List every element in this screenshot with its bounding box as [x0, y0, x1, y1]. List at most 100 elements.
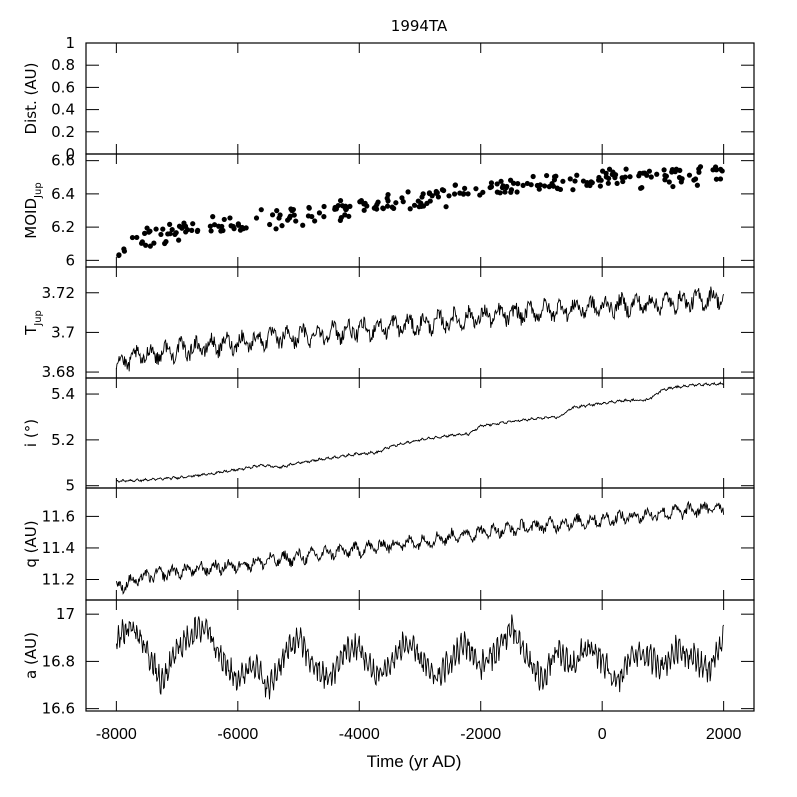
moid-point-172 — [427, 198, 433, 204]
moid-point-208 — [672, 169, 678, 175]
y-tick-label-moid-1: 6.2 — [51, 218, 75, 236]
moid-point-86 — [446, 193, 452, 199]
moid-point-96 — [134, 234, 140, 241]
moid-point-140 — [221, 216, 227, 223]
x-tick-label-5: 2000 — [706, 726, 742, 743]
chart-title: 1994TA — [391, 17, 448, 35]
moid-point-102 — [606, 166, 613, 172]
moid-point-63 — [465, 191, 471, 197]
moid-point-250 — [420, 203, 427, 209]
moid-point-44 — [267, 221, 273, 228]
moid-point-220 — [358, 197, 364, 204]
moid-point-200 — [507, 177, 514, 183]
moid-point-118 — [218, 228, 224, 234]
y-tick-label-dist-2: 0.4 — [51, 101, 75, 119]
moid-point-71 — [536, 186, 542, 192]
moid-point-35 — [530, 173, 536, 180]
moid-point-187 — [696, 166, 702, 172]
moid-point-251 — [661, 167, 667, 173]
moid-point-241 — [321, 203, 327, 210]
y-tick-label-a-0: 16.6 — [42, 700, 75, 718]
moid-point-226 — [153, 226, 159, 232]
moid-point-245 — [549, 181, 555, 187]
moid-point-136 — [121, 246, 127, 252]
moid-point-248 — [312, 218, 318, 224]
moid-point-105 — [129, 234, 136, 241]
moid-point-32 — [337, 198, 344, 204]
y-tick-label-moid-2: 6.4 — [51, 185, 75, 203]
moid-point-4 — [597, 183, 603, 189]
moid-point-240 — [614, 180, 620, 187]
moid-point-135 — [147, 243, 153, 249]
moid-point-184 — [240, 225, 246, 232]
moid-point-131 — [176, 237, 182, 243]
moid-point-143 — [473, 186, 479, 192]
moid-point-121 — [612, 172, 619, 178]
moid-point-190 — [347, 203, 353, 209]
moid-point-30 — [258, 207, 264, 213]
moid-point-165 — [144, 225, 150, 231]
moid-point-207 — [190, 221, 196, 227]
y-axis-label-tjup: TJup — [22, 310, 44, 336]
moid-point-175 — [342, 212, 348, 218]
moid-point-79 — [291, 212, 297, 218]
moid-point-0 — [686, 172, 693, 178]
moid-point-197 — [405, 189, 411, 195]
moid-point-229 — [572, 178, 578, 184]
moid-point-177 — [269, 212, 276, 218]
moid-point-92 — [273, 226, 279, 232]
y-tick-label-dist-1: 0.2 — [51, 123, 75, 141]
moid-point-201 — [498, 178, 504, 184]
moid-point-234 — [710, 167, 716, 173]
moid-point-9 — [623, 166, 629, 172]
x-tick-label-1: -6000 — [217, 726, 258, 743]
moid-point-122 — [172, 231, 178, 237]
panel-frame-dist — [85, 42, 755, 155]
moid-point-194 — [151, 240, 157, 246]
moid-point-247 — [158, 231, 164, 238]
moid-point-217 — [524, 180, 530, 187]
y-axis-label-sub-moid: Jup — [33, 182, 44, 199]
moid-point-255 — [227, 215, 233, 221]
moid-point-218 — [189, 227, 195, 233]
x-axis-label: Time (yr AD) — [367, 752, 462, 771]
moid-point-191 — [488, 180, 495, 186]
moid-point-216 — [670, 183, 676, 190]
moid-point-87 — [400, 199, 406, 205]
moid-point-33 — [520, 182, 526, 189]
series-line-inc — [116, 381, 724, 483]
y-tick-label-tjup-1: 3.7 — [51, 323, 75, 341]
moid-point-249 — [371, 205, 377, 211]
moid-point-65 — [605, 180, 611, 186]
moid-point-193 — [138, 240, 145, 246]
moid-point-154 — [276, 215, 282, 221]
moid-point-192 — [499, 184, 506, 191]
moid-point-149 — [603, 174, 609, 180]
moid-point-231 — [627, 174, 633, 180]
moid-point-189 — [580, 178, 587, 184]
moid-point-170 — [515, 181, 521, 187]
moid-point-145 — [391, 205, 397, 211]
moid-point-160 — [648, 174, 654, 180]
moid-point-24 — [167, 221, 173, 227]
moid-point-41 — [514, 189, 520, 195]
moid-point-204 — [718, 166, 724, 172]
y-axis-label-q: q (AU) — [22, 520, 40, 567]
moid-point-151 — [279, 223, 285, 229]
moid-point-219 — [544, 172, 550, 179]
moid-point-138 — [694, 182, 701, 188]
moid-point-185 — [678, 179, 684, 185]
moid-point-126 — [300, 222, 306, 228]
y-axis-label-dist: Dist. (AU) — [22, 63, 40, 135]
moid-point-223 — [384, 203, 391, 209]
moid-point-153 — [502, 189, 508, 195]
moid-point-146 — [620, 178, 626, 185]
moid-point-119 — [116, 252, 122, 258]
moid-point-253 — [435, 194, 442, 200]
moid-point-39 — [541, 183, 548, 189]
moid-point-168 — [636, 173, 642, 179]
moid-point-246 — [339, 203, 346, 209]
moid-point-113 — [305, 213, 312, 219]
y-tick-label-inc-2: 5.4 — [51, 385, 75, 403]
moid-point-256 — [393, 200, 399, 206]
